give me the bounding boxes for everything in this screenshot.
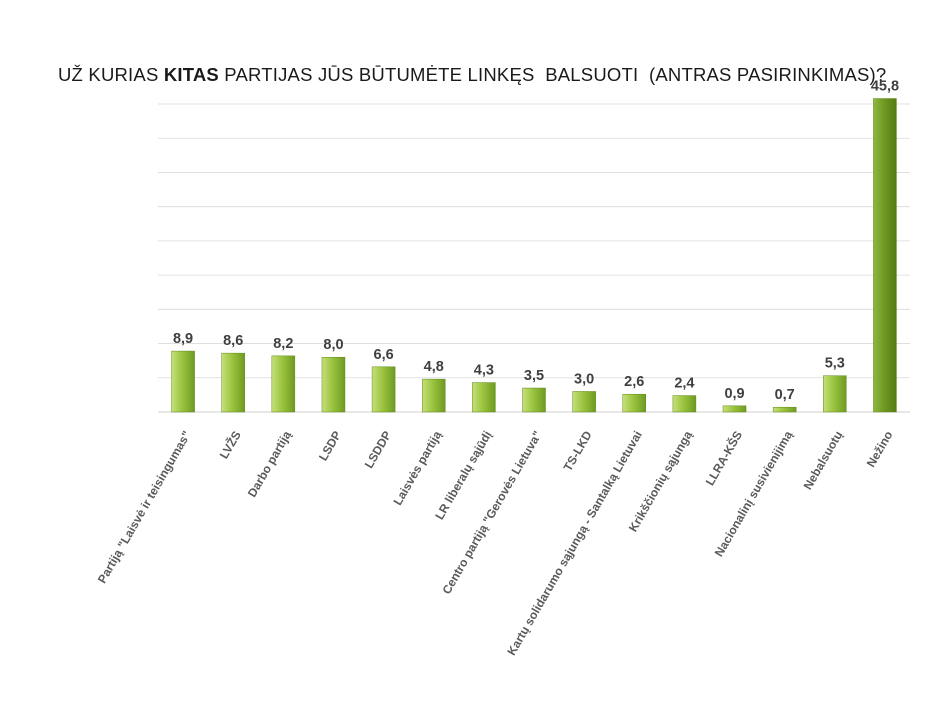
bar	[221, 352, 245, 413]
value-labels: 8,9 8,6 8,2 8,0 6,6 4,8 4,3 3,5 3,0 2,6 2,4 0,9 0,7 5…	[173, 79, 899, 404]
value-label: 8,9	[173, 331, 193, 347]
value-label: 4,8	[424, 359, 444, 375]
chart-title-prefix: UŽ KURIAS	[58, 64, 164, 85]
value-label: 45,8	[871, 79, 899, 95]
chart-title-suffix: PARTIJAS JŪS BŪTUMĖTE LINKĘS BALSUOTI (A…	[218, 64, 887, 85]
category-label: Nebalsuotų	[801, 429, 846, 493]
bar	[171, 350, 195, 413]
bar	[722, 405, 747, 413]
category-label: Nežino	[864, 429, 896, 470]
value-label: 3,0	[574, 371, 594, 387]
category-label: LSDDP	[362, 429, 394, 471]
value-label: 8,0	[323, 337, 343, 353]
bar	[572, 391, 596, 413]
bar	[873, 98, 897, 413]
category-label: Partiją "Laisvė ir teisingumas"	[95, 429, 194, 586]
bar	[421, 378, 446, 413]
bar	[371, 366, 396, 413]
chart-title-bold: KITAS	[163, 64, 219, 85]
category-label: TS-LKD	[561, 428, 595, 473]
value-label: 3,5	[524, 368, 544, 384]
category-label: Centro partiją "Gerovės Lietuva"	[439, 429, 544, 597]
bar	[772, 406, 797, 413]
value-label: 6,6	[374, 347, 394, 363]
bar	[472, 382, 496, 413]
value-label: 0,7	[775, 387, 795, 403]
bar	[321, 356, 346, 413]
chart-title: UŽ KURIAS KITAS PARTIJAS JŪS BŪTUMĖTE LI…	[58, 64, 938, 86]
value-label: 4,3	[474, 363, 494, 379]
category-label: Darbo partiją	[245, 428, 294, 499]
value-label: 8,2	[273, 336, 293, 352]
category-label: LVŽS	[216, 428, 244, 461]
category-label: Laisvės partiją	[391, 428, 445, 507]
category-label: LLRA-KŠS	[702, 428, 745, 488]
gridlines	[158, 103, 910, 413]
value-label: 8,6	[223, 333, 243, 349]
category-label: LSDP	[316, 429, 344, 464]
value-label: 5,3	[825, 356, 845, 372]
bar	[672, 395, 697, 413]
bars	[171, 98, 897, 413]
bar	[271, 355, 296, 413]
bar	[522, 387, 546, 413]
value-label: 2,6	[624, 374, 644, 390]
bar	[622, 393, 647, 413]
value-label: 0,9	[724, 386, 744, 402]
category-label: LR liberalų sąjūdį	[432, 429, 494, 523]
bar	[823, 375, 847, 413]
value-label: 2,4	[674, 376, 694, 392]
category-labels: Partiją "Laisvė ir teisingumas" LVŽS Darbo…	[95, 428, 896, 658]
